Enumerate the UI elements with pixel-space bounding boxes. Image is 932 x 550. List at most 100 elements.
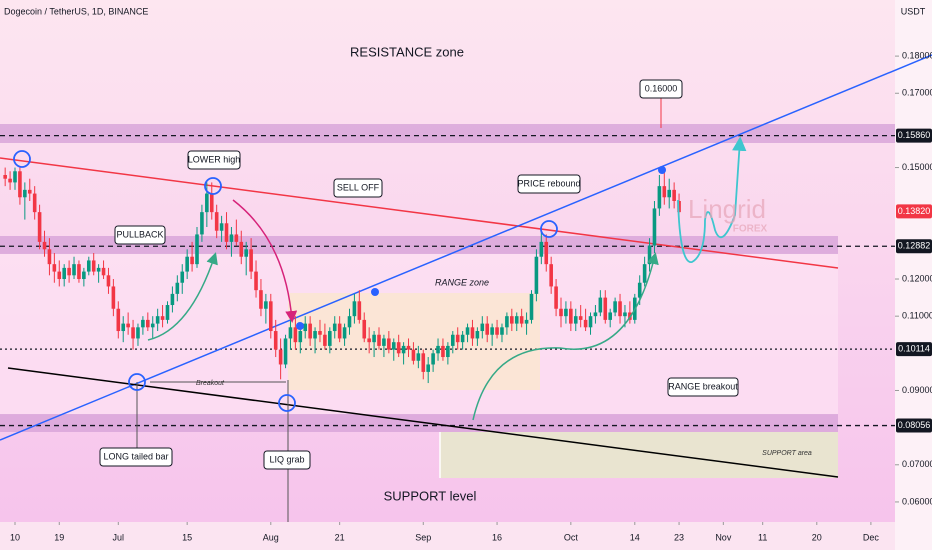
candle-body — [406, 345, 411, 350]
candle-body — [111, 286, 116, 309]
candle-body — [224, 223, 229, 242]
candle-body — [219, 223, 224, 231]
candle-body — [126, 323, 130, 328]
label-box — [99, 447, 173, 467]
candle-body — [141, 319, 145, 328]
candle-body — [485, 323, 490, 335]
x-tick-label: Dec — [863, 532, 880, 542]
candle-body — [42, 241, 47, 250]
candle-body — [298, 331, 303, 343]
level-badge — [896, 239, 932, 254]
candle-body — [436, 345, 440, 354]
x-tick-label: 14 — [630, 532, 640, 542]
candle-body — [362, 319, 367, 339]
candle-body — [27, 189, 32, 194]
candle-body — [372, 334, 376, 343]
candle-body — [234, 234, 239, 242]
channel-bottom — [7, 367, 839, 478]
levels — [0, 134, 895, 427]
candle-body — [37, 212, 42, 242]
candle-body — [146, 319, 150, 328]
target-box — [639, 79, 683, 99]
candle-body — [382, 338, 386, 346]
candle-body — [613, 301, 617, 313]
candle-body — [8, 178, 12, 183]
candle-body — [667, 189, 672, 198]
candle-body — [564, 308, 568, 317]
resistance-band — [0, 124, 895, 143]
candle-body — [510, 316, 514, 324]
resistance-trendline — [0, 157, 839, 269]
candle-body — [200, 212, 204, 235]
candle-body — [101, 267, 106, 276]
candle-body — [475, 331, 480, 339]
candle-body — [465, 327, 470, 335]
price-rebound-label: PRICE rebound — [517, 178, 580, 188]
candle-body — [23, 189, 27, 198]
candle-body — [505, 316, 509, 328]
candle-body — [3, 174, 7, 179]
candle-body — [426, 364, 430, 372]
marker — [128, 373, 146, 391]
dots — [296, 166, 666, 330]
y-tick-label: 0.06000 — [902, 496, 932, 506]
candle-body — [332, 323, 337, 332]
candle-body — [347, 316, 352, 328]
candle-body — [244, 249, 248, 257]
candle-body — [608, 312, 612, 320]
x-tick-label: 15 — [182, 532, 192, 542]
x-tick-label: 16 — [492, 532, 502, 542]
candle-body — [396, 342, 401, 354]
candle-body — [303, 323, 308, 332]
support-trendline — [0, 54, 932, 441]
candle-body — [529, 293, 534, 320]
y-tick-label: 0.11000 — [902, 311, 932, 321]
rebound-arrow — [472, 252, 659, 421]
candle-body — [539, 241, 544, 257]
candle-body — [500, 327, 504, 335]
candle-body — [313, 331, 317, 339]
candle-body — [357, 301, 362, 320]
candle-body — [293, 327, 298, 343]
candle-body — [278, 349, 283, 365]
candle-body — [637, 282, 642, 298]
candle-body — [18, 171, 22, 198]
candle-body — [652, 208, 657, 246]
label-box — [333, 178, 383, 198]
candle-body — [165, 305, 170, 320]
chart-title: Dogecoin / TetherUS, 1D, BINANCE — [4, 6, 148, 16]
candle-body — [603, 297, 608, 320]
candle-body — [273, 331, 278, 350]
range-breakout-label: RANGE breakout — [668, 381, 738, 391]
candle-body — [57, 271, 62, 280]
y-tick-label: 0.17000 — [902, 88, 932, 98]
x-tick-label: Sep — [415, 532, 431, 542]
candle-body — [662, 186, 667, 198]
candle-body — [268, 301, 273, 332]
level-label: 0.13820 — [898, 206, 931, 216]
candle-body — [318, 331, 322, 335]
projection-path — [677, 136, 747, 263]
candle-body — [431, 353, 435, 365]
candle-body — [554, 286, 558, 309]
candle-body — [583, 319, 588, 328]
y-tick-label: 0.09000 — [902, 385, 932, 395]
candle-body — [249, 249, 253, 272]
time-axis — [0, 522, 895, 550]
dot — [296, 322, 304, 330]
candle-body — [283, 338, 288, 365]
candles — [3, 167, 681, 384]
marker — [204, 177, 222, 195]
candle-body — [559, 308, 563, 317]
candle-body — [618, 301, 622, 317]
candle-body — [106, 275, 111, 287]
label-box — [114, 225, 166, 245]
candle-body — [150, 323, 155, 328]
candle-body — [367, 338, 371, 343]
candle-body — [573, 316, 578, 324]
pullback-label: PULLBACK — [116, 229, 163, 239]
level-label: 0.15860 — [898, 130, 931, 140]
marker — [13, 150, 31, 168]
label-box — [187, 150, 241, 170]
